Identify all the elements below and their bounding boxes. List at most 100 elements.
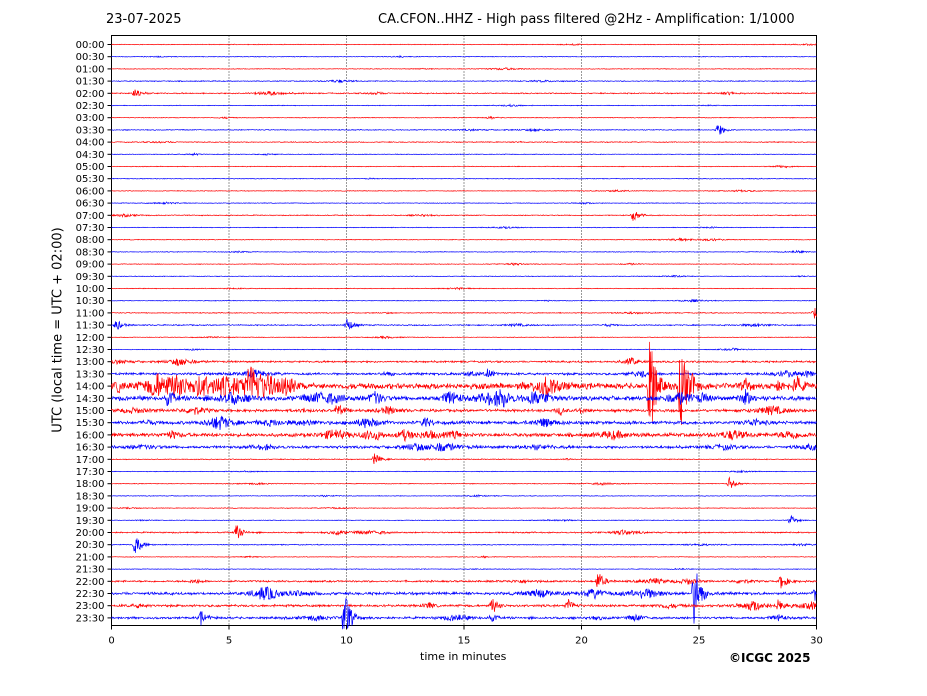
y-tick-label: 06:30: [76, 199, 105, 210]
y-tick-label: 18:00: [76, 479, 105, 490]
x-tick-label: 10: [340, 636, 353, 647]
y-tick-label: 04:00: [76, 138, 105, 149]
y-tick-label: 17:30: [76, 467, 105, 478]
x-tick-label: 15: [458, 636, 471, 647]
y-tick-label: 15:30: [76, 418, 105, 429]
y-tick-label: 12:00: [76, 333, 105, 344]
y-tick-label: 07:30: [76, 223, 105, 234]
trace-1230: [111, 347, 817, 352]
trace-1530: [111, 415, 817, 430]
y-tick-label: 13:30: [76, 369, 105, 380]
trace-0700: [111, 211, 817, 221]
trace-1800: [111, 476, 817, 488]
trace-1500: [111, 404, 817, 416]
trace-0630: [111, 201, 817, 205]
date-label: 23-07-2025: [106, 12, 182, 27]
trace-0600: [111, 188, 817, 193]
y-tick-label: 02:30: [76, 101, 105, 112]
y-tick-label: 10:00: [76, 284, 105, 295]
trace-2030: [111, 538, 817, 553]
y-tick-label: 16:00: [76, 430, 105, 441]
trace-0300: [111, 115, 817, 120]
y-tick-label: 08:30: [76, 247, 105, 258]
trace-1200: [111, 335, 817, 340]
y-tick-label: 03:30: [76, 125, 105, 136]
y-tick-label: 07:00: [76, 211, 105, 222]
trace-0130: [111, 79, 817, 84]
y-tick-label: 21:00: [76, 552, 105, 563]
y-tick-label: 16:30: [76, 443, 105, 454]
y-tick-label: 10:30: [76, 296, 105, 307]
trace-0030: [111, 54, 817, 58]
y-tick-label: 21:30: [76, 565, 105, 576]
y-tick-label: 06:00: [76, 186, 105, 197]
trace-0930: [111, 274, 817, 279]
trace-0500: [111, 164, 817, 169]
y-tick-label: 22:30: [76, 589, 105, 600]
y-tick-label: 02:00: [76, 89, 105, 100]
trace-1330: [111, 368, 817, 378]
x-tick-label: 25: [693, 636, 706, 647]
trace-2000: [111, 524, 817, 539]
trace-1000: [111, 287, 817, 291]
gridlines: [228, 35, 700, 626]
x-ticks: 0 5 10 15 20 25 30: [108, 625, 823, 647]
y-tick-label: 20:30: [76, 540, 105, 551]
trace-1400: [111, 341, 817, 425]
trace-1300: [111, 357, 817, 367]
x-tick-label: 5: [226, 636, 232, 647]
y-tick-label: 11:30: [76, 321, 105, 332]
y-tick-label: 11:00: [76, 308, 105, 319]
trace-0330: [111, 124, 817, 135]
y-tick-label: 09:00: [76, 260, 105, 271]
trace-1430: [111, 389, 817, 408]
chart-title: CA.CFON..HHZ - High pass filtered @2Hz -…: [378, 12, 795, 27]
trace-2300: [111, 598, 817, 612]
trace-1730: [111, 469, 817, 474]
trace-2330: [111, 597, 817, 630]
y-tick-label: 01:30: [76, 77, 105, 88]
y-tick-label: 05:00: [76, 162, 105, 173]
y-tick-label: 22:00: [76, 577, 105, 588]
trace-0530: [111, 177, 817, 180]
y-tick-label: 01:00: [76, 64, 105, 75]
y-tick-label: 05:30: [76, 174, 105, 185]
trace-1930: [111, 514, 817, 524]
x-axis-label: time in minutes: [420, 650, 507, 663]
y-tick-label: 00:00: [76, 40, 105, 51]
x-tick-label: 30: [810, 636, 823, 647]
y-tick-label: 13:00: [76, 357, 105, 368]
trace-1630: [111, 442, 817, 452]
trace-1830: [111, 494, 817, 498]
trace-0400: [111, 140, 817, 144]
trace-0730: [111, 225, 817, 230]
trace-2100: [111, 555, 817, 559]
trace-0200: [111, 89, 817, 97]
y-tick-label: 00:30: [76, 52, 105, 63]
trace-0230: [111, 103, 817, 108]
copyright-credit: ©ICGC 2025: [729, 651, 811, 665]
y-tick-label: 14:00: [76, 382, 105, 393]
y-tick-label: 14:30: [76, 394, 105, 405]
trace-1600: [111, 429, 817, 443]
y-axis-label: UTC (local time = UTC + 02:00): [50, 227, 66, 433]
y-tick-label: 08:00: [76, 235, 105, 246]
x-tick-label: 0: [108, 636, 114, 647]
y-tick-label: 12:30: [76, 345, 105, 356]
trace-0000: [111, 43, 817, 46]
y-tick-label: 04:30: [76, 150, 105, 161]
trace-2230: [111, 573, 817, 624]
y-tick-label: 23:00: [76, 601, 105, 612]
y-tick-label: 19:30: [76, 516, 105, 527]
y-tick-label: 09:30: [76, 272, 105, 283]
trace-0830: [111, 249, 817, 254]
y-tick-label: 23:30: [76, 613, 105, 624]
trace-1900: [111, 506, 817, 510]
trace-0800: [111, 237, 817, 242]
y-tick-label: 19:00: [76, 504, 105, 515]
trace-2130: [111, 567, 817, 571]
trace-1030: [111, 298, 817, 303]
y-tick-label: 18:30: [76, 491, 105, 502]
